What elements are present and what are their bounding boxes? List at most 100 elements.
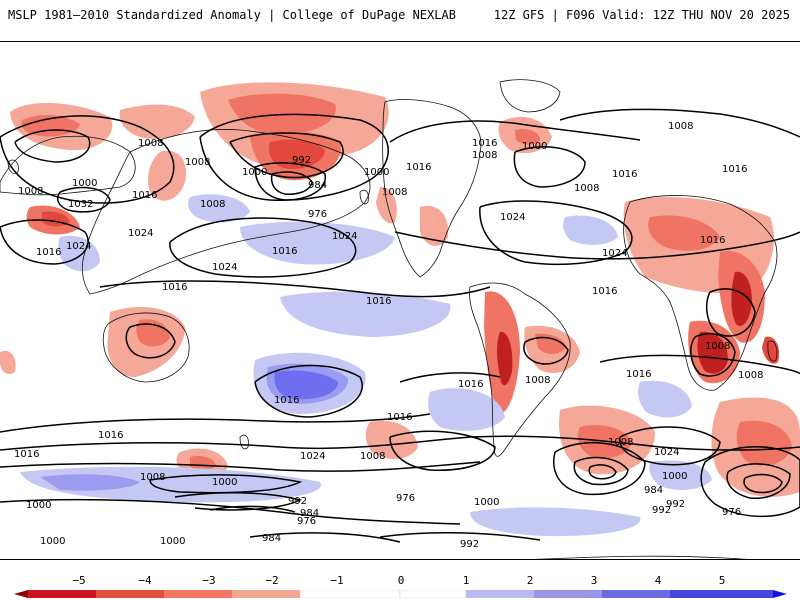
isobar-s-america-low — [523, 336, 569, 365]
contour-label: 1024 — [602, 248, 627, 259]
contour-label: 1016 — [626, 369, 651, 380]
colorbar-tick-label: 0 — [397, 574, 405, 587]
isobar-s-atlantic-low-inner — [573, 456, 629, 486]
isobar-aleutian-core — [270, 171, 313, 195]
neg-anomaly-e-africa-core — [731, 271, 752, 326]
coast-new-zealand — [239, 434, 249, 450]
neg-anomaly-s-america-e-core — [535, 333, 566, 354]
contour-label: 1016 — [14, 449, 39, 460]
contour-label: 1016 — [98, 430, 123, 441]
isobars — [0, 108, 800, 543]
colorbar-tick-label: −4 — [138, 574, 152, 587]
colorbar-tick-label: −5 — [72, 574, 86, 587]
isobar-984-southern — [174, 491, 303, 511]
colorbar-tick-label: 2 — [526, 574, 534, 587]
isobar-s-pacific-high — [254, 364, 363, 418]
colorbar-tick-label: −3 — [202, 574, 216, 587]
pos-anomaly-s-indian — [649, 460, 712, 490]
contour-label: 1008 — [140, 472, 165, 483]
isobar-siberia-outer — [199, 113, 389, 201]
isobar-s-atlantic-1024 — [619, 426, 721, 466]
contour-label: 1024 — [332, 231, 357, 242]
isobar-976-southern — [209, 505, 296, 513]
pos-anomaly-n-pacific — [188, 194, 250, 223]
colorbar-bin — [96, 590, 164, 598]
pos-anomaly-s-pacific-high-core — [274, 370, 338, 400]
colorbar-pos-arrow — [773, 590, 787, 598]
isobar-iceland-low — [513, 146, 586, 188]
contour-label: 984 — [262, 533, 281, 544]
contour-label: 1000 — [364, 167, 389, 178]
pos-anomaly-s-pole-band — [470, 507, 641, 537]
colorbar-tick-label: −2 — [265, 574, 279, 587]
contour-label: 1000 — [662, 471, 687, 482]
neg-anomaly-sw-us — [420, 205, 449, 247]
contour-label: 1008 — [138, 138, 163, 149]
colorbar-bin — [399, 590, 467, 598]
contour-label: 1000 — [242, 167, 267, 178]
contour-label: 1024 — [66, 241, 91, 252]
coast-africa — [623, 195, 778, 391]
contour-label: 976 — [722, 507, 741, 518]
contour-label: 1016 — [406, 162, 431, 173]
contour-label: 1008 — [200, 199, 225, 210]
contour-label: 1016 — [472, 138, 497, 149]
contour-label: 1008 — [472, 150, 497, 161]
colorbar-tick-label: 4 — [654, 574, 662, 587]
coast-south-america — [469, 282, 571, 457]
isobar-aleutian-low — [254, 162, 326, 201]
coast-greenland — [499, 79, 561, 113]
isobar-s-atlantic-low — [553, 442, 646, 496]
neg-anomaly-n-africa-mid — [648, 215, 720, 251]
colorbar-tick-label: 5 — [718, 574, 726, 587]
neg-anomaly-s-ocean-w-core — [190, 456, 216, 471]
contour-label: 1008 — [608, 437, 633, 448]
colorbar-strip — [14, 590, 787, 598]
neg-anomaly-bering-core — [269, 139, 325, 170]
run-info: 12Z GFS | F096 Valid: 12Z THU NOV 20 202… — [493, 8, 790, 22]
isobar-1016-n-hemisphere — [394, 231, 800, 260]
contour-label: 1000 — [474, 497, 499, 508]
contour-label: 1016 — [36, 247, 61, 258]
pos-anomaly-s-atlantic-e — [638, 380, 692, 418]
contour-label: 1024 — [128, 228, 153, 239]
pos-anomaly-s-ocean-mid — [40, 474, 140, 491]
contour-label: 1016 — [132, 190, 157, 201]
isobar-e-africa-low — [705, 288, 756, 337]
pos-anomaly-asia-e — [58, 235, 100, 272]
pos-anomaly-s-atlantic-band — [428, 388, 505, 431]
contour-label: 1008 — [185, 157, 210, 168]
isobar-australia-low — [125, 323, 176, 359]
neg-anomaly-s-america-core — [497, 331, 513, 386]
contour-label: 1032 — [68, 199, 93, 210]
colorbar-bin — [299, 590, 401, 598]
map-panel[interactable]: 1008 1008 1000 1008 1016 1032 1024 1016 … — [0, 41, 800, 560]
contour-label: 1016 — [162, 282, 187, 293]
contour-label: 992 — [460, 539, 479, 550]
isobar-s-pacific-1016b — [399, 372, 501, 383]
colorbar-bin — [602, 590, 670, 598]
contour-label: 1000 — [522, 141, 547, 152]
contour-label: 1008 — [668, 121, 693, 132]
header: MSLP 1981–2010 Standardized Anomaly | Co… — [0, 0, 800, 34]
isobar-indian-1016 — [599, 354, 800, 375]
isobar-n-atlantic-high — [479, 200, 633, 266]
neg-anomaly-n-atlantic-core — [515, 129, 540, 145]
contour-label: 1024 — [500, 212, 525, 223]
colorbar-bin — [670, 590, 773, 598]
isobar-s-ocean-984 — [249, 532, 401, 543]
contour-label: 992 — [292, 155, 311, 166]
contour-label: 984 — [644, 485, 663, 496]
isobar-arctic — [389, 120, 641, 143]
contour-label: 1016 — [612, 169, 637, 180]
neg-anomaly-w-us — [376, 187, 397, 224]
coast-antarctica — [533, 555, 748, 559]
contour-label: 1016 — [272, 246, 297, 257]
contour-label: 976 — [308, 209, 327, 220]
contour-label: 1016 — [592, 286, 617, 297]
colorbar-tick-label: 3 — [590, 574, 598, 587]
colorbar-neg-arrow — [14, 590, 28, 598]
coast-japan — [359, 189, 369, 205]
contour-label: 1008 — [360, 451, 385, 462]
isobar-siberia-inner — [229, 132, 344, 179]
